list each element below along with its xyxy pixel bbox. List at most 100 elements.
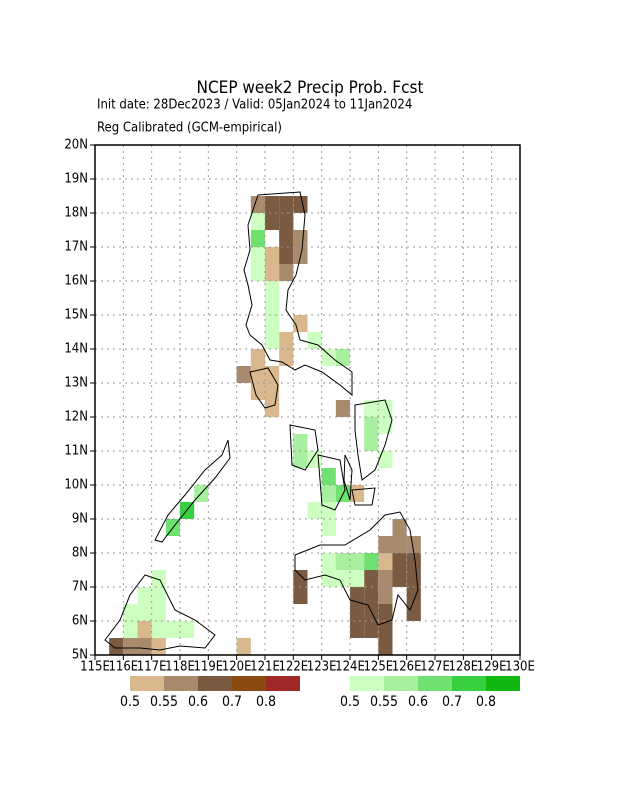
y-tick-label: 9N [72,512,88,527]
prob-cell [350,485,365,502]
x-tick-label: 121E [250,660,280,675]
coast-cebu-bohol [343,454,376,506]
legend: 0.5 0.55 0.6 0.7 0.8 0.5 0.55 0.6 0.7 0.8 [120,676,520,710]
legend-label: 0.8 [476,694,496,710]
note: Reg Calibrated (GCM-empirical) [97,121,282,136]
prob-cell [321,553,336,570]
prob-cell [364,587,379,604]
prob-cell [350,587,365,604]
coast-mindanao [294,511,419,626]
y-tick-label: 11N [64,444,88,459]
legend-label: 0.8 [256,694,276,710]
prob-cell [279,247,294,264]
legend-label: 0.6 [408,694,428,710]
prob-cell [364,417,379,434]
prob-cell [350,621,365,638]
coastline [104,191,419,651]
legend-swatch [452,676,486,691]
prob-cell [350,553,365,570]
prob-cell [109,638,124,655]
x-tick-label: 122E [278,660,308,675]
prob-cell [165,621,180,638]
legend-swatch [418,676,452,691]
y-tick-label: 17N [64,240,88,255]
prob-cell [151,621,166,638]
cell-layer [109,196,421,655]
prob-cell [250,247,265,264]
prob-cell [321,468,336,485]
x-tick-label: 116E [108,660,138,675]
prob-cell [335,553,350,570]
x-tick-label: 126E [392,660,422,675]
x-tick-label: 123E [307,660,337,675]
prob-cell [406,570,421,587]
prob-cell [180,621,195,638]
prob-cell [406,536,421,553]
prob-cell [406,604,421,621]
prob-cell [236,366,251,383]
prob-cell [265,298,280,315]
prob-cell [350,604,365,621]
prob-cell [350,570,365,587]
x-tick-label: 115E [80,660,110,675]
legend-swatch [232,676,266,691]
y-tick-label: 5N [72,648,88,663]
prob-cell [265,213,280,230]
legend-label: 0.5 [120,694,140,710]
prob-cell [137,604,152,621]
prob-cell [406,553,421,570]
prob-cell [250,196,265,213]
coast-borneo [104,574,216,651]
prob-cell [392,553,407,570]
prob-cell [151,604,166,621]
coast-mindoro [249,367,279,409]
prob-cell [378,451,393,468]
prob-cell [151,570,166,587]
prob-cell [265,383,280,400]
prob-cell [123,621,138,638]
prob-cell [123,604,138,621]
prob-cell [307,502,322,519]
prob-cell [335,349,350,366]
prob-cell [378,536,393,553]
prob-cell [335,400,350,417]
legend-swatch [384,676,418,691]
x-tick-label: 120E [222,660,252,675]
legend-swatch [130,676,164,691]
prob-cell [293,434,308,451]
prob-cell [250,366,265,383]
prob-cell [265,196,280,213]
prob-cell [321,485,336,502]
legend-swatch [486,676,520,691]
prob-cell [321,502,336,519]
legend-swatch [266,676,300,691]
prob-cell [279,349,294,366]
prob-cell [378,587,393,604]
y-tick-label: 13N [64,376,88,391]
prob-cell [265,264,280,281]
prob-cell [250,264,265,281]
prob-cell [137,638,152,655]
plot-frame [94,144,521,656]
x-tick-label: 128E [448,660,478,675]
y-tick-label: 14N [64,342,88,357]
legend-label: 0.6 [188,694,208,710]
prob-cell [364,434,379,451]
prob-cell [293,570,308,587]
prob-cell [293,451,308,468]
prob-cell [378,570,393,587]
prob-cell [137,621,152,638]
prob-cell [137,587,152,604]
x-tick-label: 127E [420,660,450,675]
coast-samar-leyte [354,399,393,481]
prob-cell [265,400,280,417]
prob-cell [279,196,294,213]
x-tick-label: 117E [137,660,167,675]
prob-cell [293,587,308,604]
prob-cell [279,264,294,281]
y-tick-label: 10N [64,478,88,493]
prob-cell [392,570,407,587]
prob-cell [378,621,393,638]
y-tick-label: 6N [72,614,88,629]
coast-palawan [154,439,231,543]
